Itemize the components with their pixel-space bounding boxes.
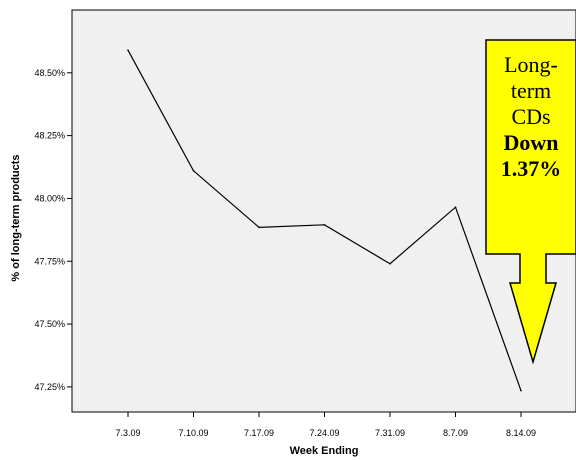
y-axis-label: % of long-term products (10, 154, 22, 282)
series-layer (127, 49, 522, 392)
x-tick-label: 7.10.09 (178, 428, 208, 438)
y-tick-label: 48.00% (34, 193, 65, 203)
x-tick-label: 8.7.09 (443, 428, 468, 438)
x-axis-label: Week Ending (289, 445, 359, 457)
y-tick-label: 48.50% (34, 68, 65, 78)
y-tick-label: 47.50% (34, 319, 65, 329)
axes: 47.25% 47.50% 47.75% 48.00% 48.25% 48.50% 7.3.… (34, 68, 536, 438)
data-point (192, 170, 195, 172)
callout-text: Long- term CDs Down 1.37% (486, 52, 576, 182)
x-tick-label: 7.31.09 (375, 428, 405, 438)
data-point (520, 389, 522, 392)
data-point (454, 206, 457, 209)
y-tick-label: 47.25% (34, 382, 65, 392)
data-point (127, 49, 129, 51)
callout-line-1: Long- (504, 52, 558, 77)
x-tick-label: 8.14.09 (506, 428, 536, 438)
data-point (323, 224, 326, 226)
callout-arrow (485, 39, 576, 365)
x-tick-label: 7.24.09 (309, 428, 339, 438)
y-tick-label: 47.75% (34, 256, 65, 266)
callout-line-4: Down (503, 130, 559, 155)
callout-shape (485, 39, 576, 365)
y-tick-label: 48.25% (34, 131, 65, 141)
data-point (258, 226, 260, 229)
callout-line-2: term (510, 78, 552, 103)
data-point (389, 262, 391, 265)
x-tick-label: 7.17.09 (244, 428, 274, 438)
callout-line-3: CDs (511, 104, 551, 129)
callout-line-5: 1.37% (500, 156, 562, 181)
x-tick-label: 7.3.09 (115, 428, 140, 438)
